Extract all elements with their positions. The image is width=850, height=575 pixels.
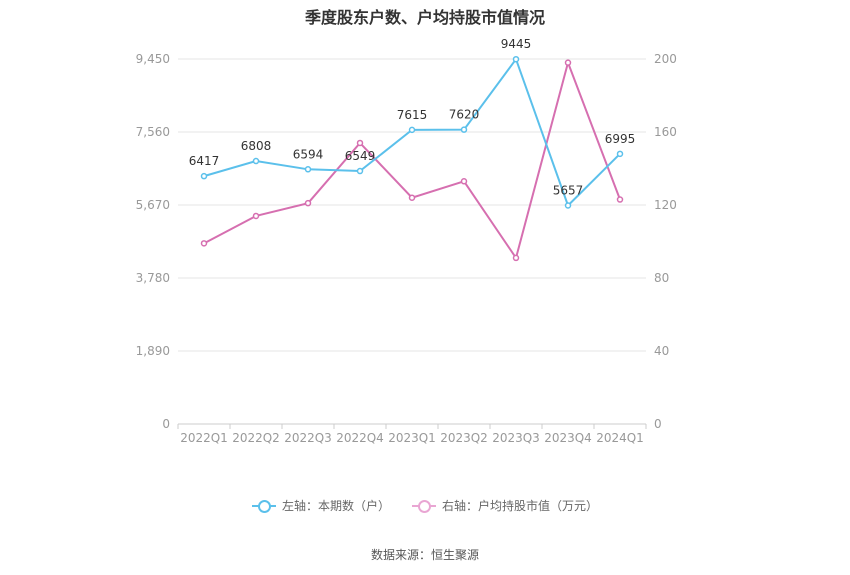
left-axis-tick-label: 3,780: [136, 271, 170, 285]
x-axis-tick-label: 2022Q1: [180, 431, 228, 445]
left-axis-tick-label: 7,560: [136, 125, 170, 139]
data-point-left: [356, 167, 364, 175]
x-axis-tick-label: 2023Q1: [388, 431, 436, 445]
x-axis-tick-label: 2022Q2: [232, 431, 280, 445]
left-axis-tick-label: 0: [162, 417, 170, 431]
x-axis-tick-label: 2023Q4: [544, 431, 592, 445]
data-point-right: [564, 59, 572, 66]
source-note: 数据来源：恒生聚源: [370, 548, 479, 562]
data-point-left: [460, 126, 468, 133]
data-label-left: 6808: [241, 139, 272, 153]
data-point-left: [304, 166, 312, 173]
x-axis-tick-label: 2022Q3: [284, 431, 332, 445]
data-point-left: [564, 202, 572, 209]
data-point-right: [200, 240, 208, 247]
legend-label-right: 右轴：户均持股市值（万元）: [442, 499, 599, 513]
data-point-right: [252, 212, 260, 220]
chart-plot: 0 0 1,890 40 3,780 80 5,670 120 7,560 160 9,450 200…: [136, 37, 677, 445]
right-axis-tick-label: 80: [654, 271, 669, 285]
data-label-left: 9445: [501, 37, 532, 51]
legend-item-right[interactable]: 右轴：户均持股市值（万元）: [412, 497, 598, 514]
data-label-left: 6995: [605, 132, 636, 146]
right-axis-tick-label: 160: [654, 125, 677, 139]
data-label-left: 7615: [397, 108, 428, 122]
data-point-left: [408, 126, 416, 134]
data-label-left: 7620: [449, 108, 480, 122]
right-axis-tick-label: 200: [654, 52, 677, 66]
x-axis-tick-label: 2023Q3: [492, 431, 540, 445]
x-axis-tick-label: 2023Q2: [440, 431, 488, 445]
data-point-right: [304, 199, 312, 207]
right-axis-tick-label: 40: [654, 344, 669, 358]
chart-title: 季度股东户数、户均持股市值情况: [304, 8, 545, 27]
left-axis-tick-label: 5,670: [136, 198, 170, 212]
data-label-left: 5657: [553, 184, 584, 198]
left-axis-tick-label: 9,450: [136, 52, 170, 66]
data-point-right: [460, 178, 468, 185]
left-axis-tick-label: 1,890: [136, 344, 170, 358]
series-line-right: [203, 59, 621, 261]
data-point-right: [512, 254, 520, 262]
data-point-right: [356, 139, 364, 147]
right-axis-tick-label: 0: [654, 417, 662, 431]
data-point-left: [512, 55, 520, 63]
right-axis-tick-label: 120: [654, 198, 677, 212]
data-point-right: [616, 196, 624, 203]
x-axis-tick-label: 2022Q4: [336, 431, 384, 445]
data-point-right: [408, 194, 416, 201]
data-label-left: 6549: [345, 149, 376, 163]
legend-swatch-left-icon: [251, 499, 276, 513]
data-point-left: [252, 157, 260, 165]
legend-label-left: 左轴：本期数（户）: [281, 499, 390, 513]
x-axis-tick-label: 2024Q1: [596, 431, 644, 445]
data-point-left: [616, 150, 624, 158]
legend-item-left[interactable]: 左轴：本期数（户）: [251, 497, 390, 514]
data-point-left: [200, 172, 208, 180]
legend: 左轴：本期数（户） 右轴：户均持股市值（万元）: [0, 497, 850, 514]
data-label-left: 6594: [293, 147, 324, 161]
data-label-left: 6417: [189, 154, 220, 168]
legend-swatch-right-icon: [412, 499, 436, 513]
